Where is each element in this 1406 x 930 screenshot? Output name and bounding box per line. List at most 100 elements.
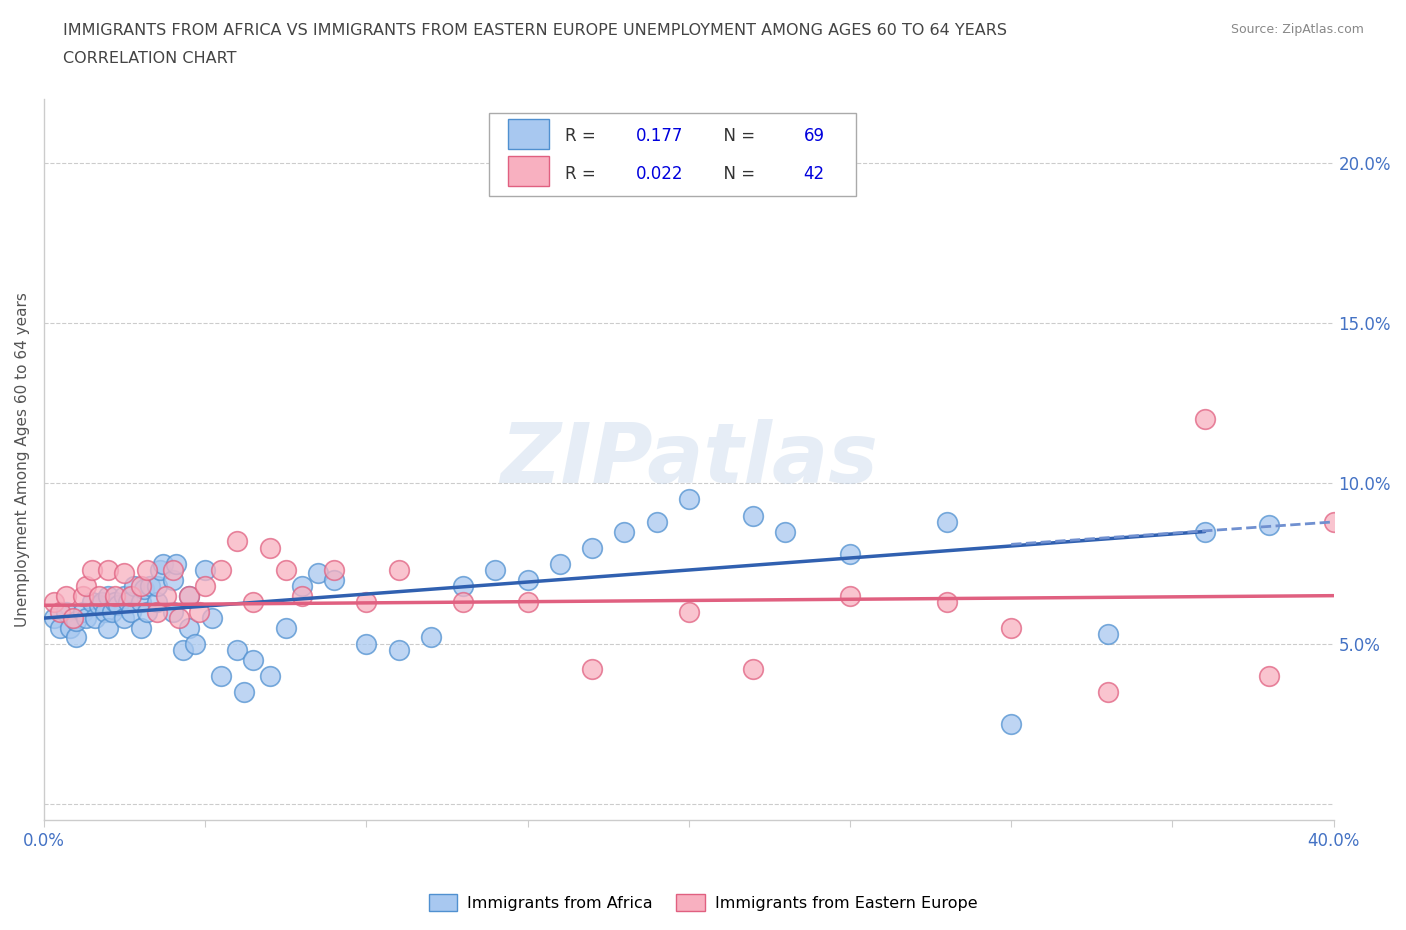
Point [177,620,200,635]
Point [162,604,184,619]
Point [1000,620,1022,635]
Point [307,565,329,580]
Point [120,588,142,603]
Point [678,604,700,619]
Point [97,588,120,603]
Point [97,620,120,635]
Point [323,563,346,578]
Point [291,588,314,603]
Point [114,588,136,603]
Point [65,614,87,629]
Point [62,611,84,626]
Point [132,582,155,597]
Legend: Immigrants from Africa, Immigrants from Eastern Europe: Immigrants from Africa, Immigrants from … [422,888,984,917]
Point [291,578,314,593]
Point [678,492,700,507]
Point [114,611,136,626]
Point [136,563,159,578]
Text: Source: ZipAtlas.com: Source: ZipAtlas.com [1230,23,1364,36]
Point [1194,412,1216,427]
Point [645,514,668,529]
Point [516,572,538,587]
Text: 42: 42 [804,165,825,182]
Point [177,588,200,603]
Text: N =: N = [713,165,761,182]
Point [49,620,72,635]
Point [613,525,636,539]
Point [194,578,217,593]
Point [114,565,136,580]
Point [120,604,142,619]
Point [169,611,191,626]
Point [194,563,217,578]
Point [387,563,409,578]
Point [242,594,264,609]
Point [187,604,209,619]
Point [165,556,187,571]
Point [129,578,152,593]
Point [387,643,409,658]
Point [94,604,117,619]
Point [129,594,152,609]
Point [839,547,862,562]
Point [145,604,167,619]
Point [162,572,184,587]
Point [65,630,87,644]
Point [100,604,122,619]
Text: R =: R = [565,165,600,182]
Point [356,636,378,651]
Point [55,604,77,619]
Point [42,594,65,609]
Text: 69: 69 [804,127,824,145]
Text: R =: R = [565,127,600,145]
Point [1323,514,1346,529]
Point [87,598,110,613]
Point [935,594,957,609]
Point [581,662,603,677]
Text: N =: N = [713,127,761,145]
Point [581,540,603,555]
Point [484,563,506,578]
Point [839,588,862,603]
Point [226,534,249,549]
Point [42,611,65,626]
Point [232,684,254,699]
Point [356,594,378,609]
Point [226,643,249,658]
Point [145,578,167,593]
Point [209,563,232,578]
Point [274,563,297,578]
Point [1000,716,1022,731]
Point [75,578,97,593]
Point [274,620,297,635]
Point [104,594,127,609]
Point [1097,627,1119,642]
Point [451,578,474,593]
Point [451,594,474,609]
FancyBboxPatch shape [508,119,550,149]
Point [129,620,152,635]
Point [162,563,184,578]
Point [259,669,281,684]
Point [72,604,94,619]
Text: IMMIGRANTS FROM AFRICA VS IMMIGRANTS FROM EASTERN EUROPE UNEMPLOYMENT AMONG AGES: IMMIGRANTS FROM AFRICA VS IMMIGRANTS FRO… [63,23,1007,38]
Point [1097,684,1119,699]
Point [139,578,162,593]
Point [548,556,571,571]
Point [149,563,172,578]
Point [90,594,112,609]
Point [184,636,207,651]
Point [55,588,77,603]
Point [419,630,441,644]
Point [104,588,127,603]
Point [136,604,159,619]
Point [775,525,797,539]
Point [82,563,104,578]
Point [145,594,167,609]
Point [72,588,94,603]
Point [209,669,232,684]
Point [323,572,346,587]
Point [75,611,97,626]
Point [200,611,222,626]
Point [177,588,200,603]
